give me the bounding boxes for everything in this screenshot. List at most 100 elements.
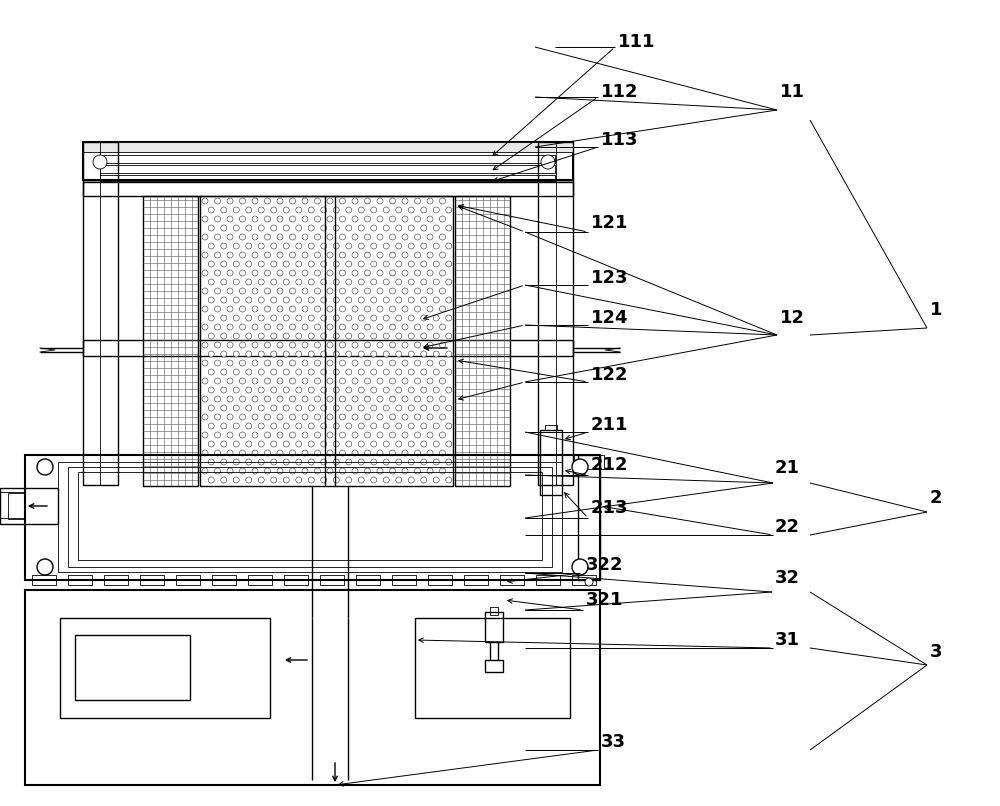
Circle shape — [308, 243, 314, 249]
Bar — [538, 142, 556, 180]
Circle shape — [290, 216, 296, 222]
Circle shape — [227, 288, 233, 294]
Circle shape — [358, 297, 364, 303]
Circle shape — [352, 342, 358, 348]
Circle shape — [333, 279, 339, 285]
Circle shape — [396, 387, 402, 393]
Circle shape — [415, 252, 420, 258]
Circle shape — [246, 351, 252, 357]
Circle shape — [264, 324, 270, 330]
Circle shape — [302, 270, 308, 276]
Circle shape — [271, 387, 277, 393]
Circle shape — [427, 396, 433, 402]
Circle shape — [271, 333, 277, 339]
Bar — [200, 196, 453, 486]
Circle shape — [258, 369, 264, 375]
Circle shape — [208, 333, 214, 339]
Bar — [392, 575, 416, 585]
Circle shape — [296, 243, 302, 249]
Circle shape — [227, 450, 233, 456]
Bar — [104, 575, 128, 585]
Circle shape — [421, 423, 427, 429]
Text: 11: 11 — [780, 83, 805, 101]
Circle shape — [415, 396, 420, 402]
Circle shape — [271, 369, 277, 375]
Circle shape — [258, 333, 264, 339]
Circle shape — [208, 459, 214, 465]
Circle shape — [427, 324, 433, 330]
Circle shape — [314, 432, 320, 438]
Circle shape — [377, 378, 383, 384]
Circle shape — [264, 234, 270, 240]
Circle shape — [440, 414, 446, 420]
Circle shape — [383, 441, 389, 447]
Circle shape — [214, 450, 220, 456]
Circle shape — [427, 234, 433, 240]
Circle shape — [346, 477, 352, 483]
Circle shape — [421, 441, 427, 447]
Circle shape — [290, 270, 296, 276]
Text: 32: 32 — [775, 569, 800, 587]
Circle shape — [227, 324, 233, 330]
Circle shape — [202, 234, 208, 240]
Circle shape — [352, 468, 358, 474]
Bar — [455, 196, 510, 486]
Circle shape — [252, 468, 258, 474]
Text: 12: 12 — [780, 309, 805, 327]
Circle shape — [221, 405, 227, 411]
Circle shape — [433, 279, 439, 285]
Circle shape — [446, 477, 452, 483]
Text: 33: 33 — [601, 733, 626, 751]
Circle shape — [227, 216, 233, 222]
Circle shape — [227, 234, 233, 240]
Circle shape — [240, 360, 246, 366]
Circle shape — [283, 315, 289, 321]
Circle shape — [246, 459, 252, 465]
Circle shape — [333, 315, 339, 321]
Circle shape — [264, 270, 270, 276]
Circle shape — [440, 234, 446, 240]
Circle shape — [396, 279, 402, 285]
Circle shape — [258, 207, 264, 213]
Circle shape — [408, 315, 414, 321]
Circle shape — [327, 432, 333, 438]
Circle shape — [277, 306, 283, 312]
Circle shape — [37, 559, 53, 575]
Circle shape — [214, 468, 220, 474]
Circle shape — [340, 252, 346, 258]
Circle shape — [227, 432, 233, 438]
Circle shape — [333, 297, 339, 303]
Circle shape — [208, 207, 214, 213]
Bar — [75, 635, 190, 700]
Bar — [578, 455, 600, 580]
Circle shape — [364, 324, 370, 330]
Circle shape — [296, 315, 302, 321]
Circle shape — [258, 225, 264, 231]
Circle shape — [246, 333, 252, 339]
Bar — [100, 155, 555, 163]
Bar — [490, 607, 498, 615]
Circle shape — [371, 315, 377, 321]
Circle shape — [321, 315, 327, 321]
Circle shape — [440, 432, 446, 438]
Circle shape — [302, 378, 308, 384]
Circle shape — [408, 333, 414, 339]
Circle shape — [233, 225, 239, 231]
Circle shape — [240, 216, 246, 222]
Circle shape — [433, 369, 439, 375]
Circle shape — [302, 252, 308, 258]
Circle shape — [208, 405, 214, 411]
Circle shape — [415, 432, 420, 438]
Bar — [574, 455, 604, 469]
Circle shape — [433, 405, 439, 411]
Circle shape — [258, 441, 264, 447]
Circle shape — [227, 270, 233, 276]
Circle shape — [277, 360, 283, 366]
Circle shape — [296, 459, 302, 465]
Circle shape — [327, 378, 333, 384]
Bar — [83, 180, 118, 485]
Circle shape — [290, 234, 296, 240]
Circle shape — [390, 468, 396, 474]
Circle shape — [314, 252, 320, 258]
Circle shape — [283, 243, 289, 249]
